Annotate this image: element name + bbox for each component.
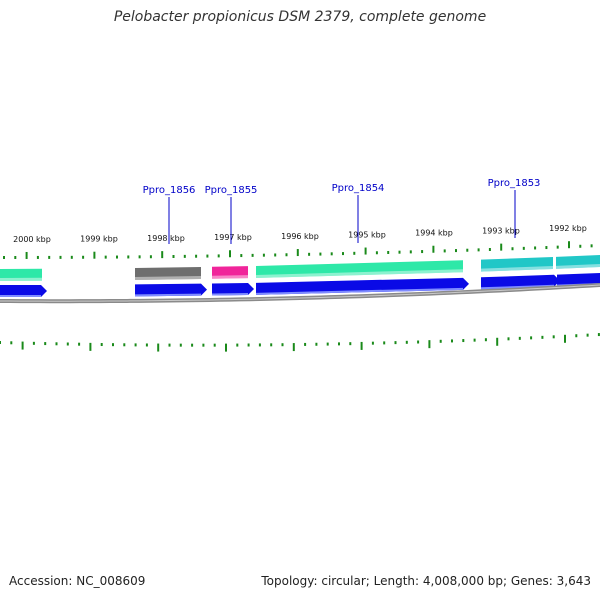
cds-arrow-edge xyxy=(256,287,463,295)
feature-block-highlight xyxy=(0,277,42,281)
feature-track xyxy=(0,254,600,297)
kbp-scale-labels: 2000 kbp 1999 kbp 1998 kbp 1997 kbp 1996 kbp… xyxy=(13,224,587,244)
outer-tick-ring xyxy=(3,241,593,259)
cds-arrow-edge xyxy=(0,294,41,297)
feature-block-highlight xyxy=(556,263,600,269)
cds-arrow-edge xyxy=(481,284,554,290)
scale-label: 1996 kbp xyxy=(281,232,319,241)
feature-block xyxy=(0,268,42,281)
scale-label: 2000 kbp xyxy=(13,235,51,244)
cds-arrow xyxy=(135,283,207,297)
cds-arrow xyxy=(0,284,47,297)
cds-arrow-edge xyxy=(212,292,248,296)
locus-tag-labels: Ppro_1856 Ppro_1855 Ppro_1854 Ppro_1853 xyxy=(143,178,541,244)
feature-block-highlight xyxy=(212,275,248,279)
scale-label: 1993 kbp xyxy=(482,227,520,236)
locus-label: Ppro_1856 xyxy=(143,185,196,196)
locus-label: Ppro_1853 xyxy=(488,178,541,189)
genome-backbone xyxy=(0,283,600,304)
feature-block-highlight xyxy=(256,269,463,278)
scale-label: 1999 kbp xyxy=(80,235,118,244)
feature-block-highlight xyxy=(135,275,201,280)
locus-label: Ppro_1854 xyxy=(332,183,385,194)
feature-block xyxy=(256,260,463,278)
feature-block-highlight xyxy=(481,265,553,272)
map-title: Pelobacter propionicus DSM 2379, complet… xyxy=(113,9,487,25)
cds-arrow-edge xyxy=(135,293,201,297)
scale-label: 1998 kbp xyxy=(147,234,185,243)
locus-label: Ppro_1855 xyxy=(205,185,258,196)
scale-label: 1997 kbp xyxy=(214,233,252,242)
backbone-arc-highlight xyxy=(0,284,600,302)
feature-block xyxy=(135,266,201,280)
genome-summary: Topology: circular; Length: 4,008,000 bp… xyxy=(261,574,591,588)
scale-label: 1994 kbp xyxy=(415,229,453,238)
feature-block xyxy=(556,254,600,269)
scale-label: 1995 kbp xyxy=(348,231,386,240)
accession-label: Accession: NC_008609 xyxy=(9,574,146,588)
feature-block xyxy=(481,256,553,272)
inner-tick-ring xyxy=(0,333,600,352)
cds-arrow xyxy=(557,272,600,287)
feature-block xyxy=(212,266,248,279)
cds-arrow xyxy=(212,282,254,296)
scale-label: 1992 kbp xyxy=(549,224,587,233)
